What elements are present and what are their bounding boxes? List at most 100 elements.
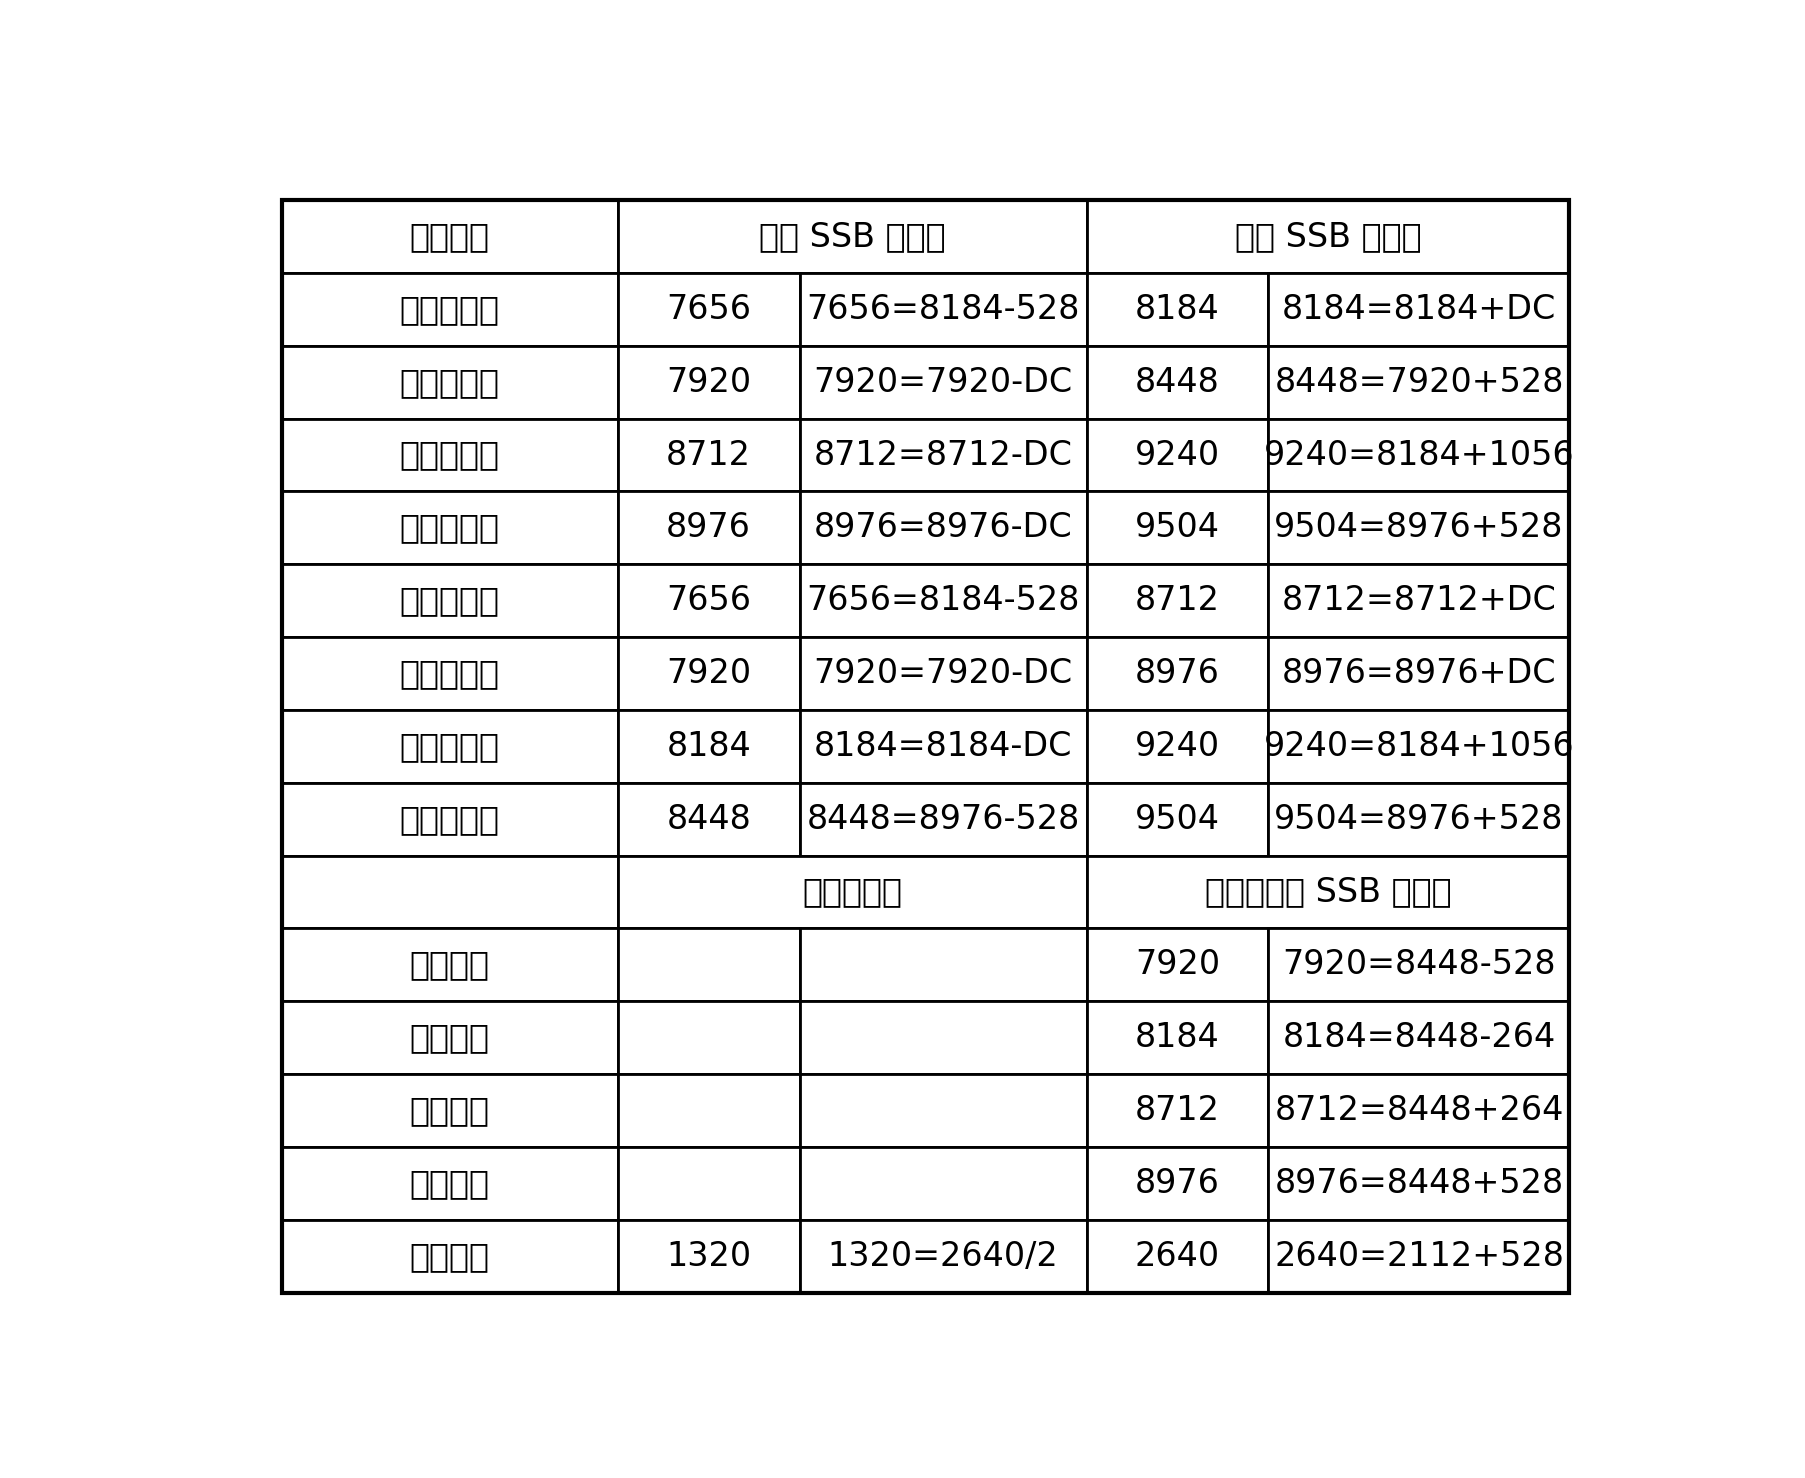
Bar bbox=[1087, 1001, 1267, 1075]
Text: 8976: 8976 bbox=[666, 511, 751, 544]
Text: 中间频率: 中间频率 bbox=[410, 949, 489, 981]
Text: 8184=8448-264: 8184=8448-264 bbox=[1282, 1021, 1554, 1054]
Text: 第三 SSB 混频器: 第三 SSB 混频器 bbox=[758, 220, 944, 253]
Bar bbox=[800, 709, 1087, 783]
Text: 中间频率: 中间频率 bbox=[410, 1168, 489, 1200]
Bar bbox=[1267, 273, 1569, 346]
Text: 8184=8184+DC: 8184=8184+DC bbox=[1282, 293, 1556, 325]
Text: 9240=8184+1056: 9240=8184+1056 bbox=[1264, 730, 1574, 763]
Bar bbox=[282, 1075, 617, 1147]
Bar bbox=[1087, 200, 1569, 273]
Text: 第一或第二 SSB 混频器: 第一或第二 SSB 混频器 bbox=[1204, 875, 1451, 909]
Bar bbox=[1087, 928, 1267, 1001]
Bar bbox=[1267, 1147, 1569, 1219]
Bar bbox=[617, 928, 800, 1001]
Bar bbox=[800, 1075, 1087, 1147]
Bar bbox=[282, 418, 617, 492]
Bar bbox=[1267, 346, 1569, 418]
Text: 8712=8712+DC: 8712=8712+DC bbox=[1282, 584, 1556, 618]
Text: 9504: 9504 bbox=[1134, 803, 1220, 835]
Text: 9240: 9240 bbox=[1134, 730, 1220, 763]
Bar bbox=[617, 492, 800, 565]
Text: 第二对频率: 第二对频率 bbox=[399, 365, 500, 399]
Bar bbox=[617, 346, 800, 418]
Text: 第六对频率: 第六对频率 bbox=[399, 658, 500, 690]
Text: 9504: 9504 bbox=[1134, 511, 1220, 544]
Text: 7920: 7920 bbox=[666, 658, 751, 690]
Text: 8712=8712-DC: 8712=8712-DC bbox=[814, 439, 1072, 471]
Text: 8712=8448+264: 8712=8448+264 bbox=[1274, 1094, 1563, 1128]
Text: 除二分频器: 除二分频器 bbox=[801, 875, 901, 909]
Text: 第八对频率: 第八对频率 bbox=[399, 803, 500, 835]
Bar bbox=[1087, 637, 1267, 709]
Text: 第四对频率: 第四对频率 bbox=[399, 511, 500, 544]
Text: 第五对频率: 第五对频率 bbox=[399, 584, 500, 618]
Bar bbox=[617, 565, 800, 637]
Text: 8184: 8184 bbox=[1135, 1021, 1218, 1054]
Bar bbox=[1267, 709, 1569, 783]
Bar bbox=[1087, 856, 1569, 928]
Bar bbox=[282, 565, 617, 637]
Bar bbox=[1087, 418, 1267, 492]
Bar bbox=[800, 928, 1087, 1001]
Text: 8448: 8448 bbox=[666, 803, 751, 835]
Bar bbox=[1087, 492, 1267, 565]
Bar bbox=[617, 783, 800, 856]
Text: 8184: 8184 bbox=[666, 730, 751, 763]
Text: 8976=8448+528: 8976=8448+528 bbox=[1274, 1168, 1563, 1200]
Text: 2640: 2640 bbox=[1134, 1240, 1220, 1273]
Bar bbox=[617, 637, 800, 709]
Text: 8712: 8712 bbox=[666, 439, 751, 471]
Text: 7920: 7920 bbox=[1134, 949, 1220, 981]
Text: 8976: 8976 bbox=[1135, 1168, 1218, 1200]
Bar bbox=[1267, 637, 1569, 709]
Bar bbox=[800, 637, 1087, 709]
Text: 8184: 8184 bbox=[1135, 293, 1218, 325]
Bar bbox=[1267, 1075, 1569, 1147]
Text: 7920=8448-528: 7920=8448-528 bbox=[1282, 949, 1554, 981]
Bar bbox=[617, 1075, 800, 1147]
Text: 8976=8976-DC: 8976=8976-DC bbox=[814, 511, 1072, 544]
Bar bbox=[1087, 273, 1267, 346]
Text: 7656=8184-528: 7656=8184-528 bbox=[807, 293, 1079, 325]
Bar bbox=[1087, 1147, 1267, 1219]
Text: 8712: 8712 bbox=[1134, 584, 1220, 618]
Bar bbox=[1267, 418, 1569, 492]
Bar bbox=[800, 1147, 1087, 1219]
Text: 第七对频率: 第七对频率 bbox=[399, 730, 500, 763]
Bar bbox=[282, 709, 617, 783]
Bar bbox=[282, 928, 617, 1001]
Bar bbox=[1087, 1075, 1267, 1147]
Text: 第三对频率: 第三对频率 bbox=[399, 439, 500, 471]
Text: 7656: 7656 bbox=[666, 293, 751, 325]
Bar bbox=[282, 1001, 617, 1075]
Text: 9504=8976+528: 9504=8976+528 bbox=[1274, 803, 1563, 835]
Text: 9504=8976+528: 9504=8976+528 bbox=[1274, 511, 1563, 544]
Text: 8976=8976+DC: 8976=8976+DC bbox=[1282, 658, 1556, 690]
Text: 8448: 8448 bbox=[1135, 365, 1218, 399]
Text: 第一对频率: 第一对频率 bbox=[399, 293, 500, 325]
Bar bbox=[617, 1147, 800, 1219]
Bar bbox=[282, 783, 617, 856]
Text: 频率说明: 频率说明 bbox=[410, 220, 489, 253]
Bar bbox=[617, 273, 800, 346]
Bar bbox=[617, 856, 1087, 928]
Bar bbox=[617, 709, 800, 783]
Bar bbox=[282, 1219, 617, 1293]
Text: 8448=8976-528: 8448=8976-528 bbox=[807, 803, 1079, 835]
Bar bbox=[282, 1147, 617, 1219]
Bar bbox=[800, 418, 1087, 492]
Bar bbox=[1267, 1219, 1569, 1293]
Text: 第四 SSB 混频器: 第四 SSB 混频器 bbox=[1235, 220, 1421, 253]
Text: 7920=7920-DC: 7920=7920-DC bbox=[812, 658, 1072, 690]
Bar bbox=[282, 856, 617, 928]
Bar bbox=[1087, 346, 1267, 418]
Bar bbox=[1267, 565, 1569, 637]
Bar bbox=[1267, 783, 1569, 856]
Text: 7656: 7656 bbox=[666, 584, 751, 618]
Text: 7656=8184-528: 7656=8184-528 bbox=[807, 584, 1079, 618]
Text: 9240=8184+1056: 9240=8184+1056 bbox=[1264, 439, 1574, 471]
Bar bbox=[1087, 783, 1267, 856]
Text: 1320: 1320 bbox=[666, 1240, 751, 1273]
Bar bbox=[617, 200, 1087, 273]
